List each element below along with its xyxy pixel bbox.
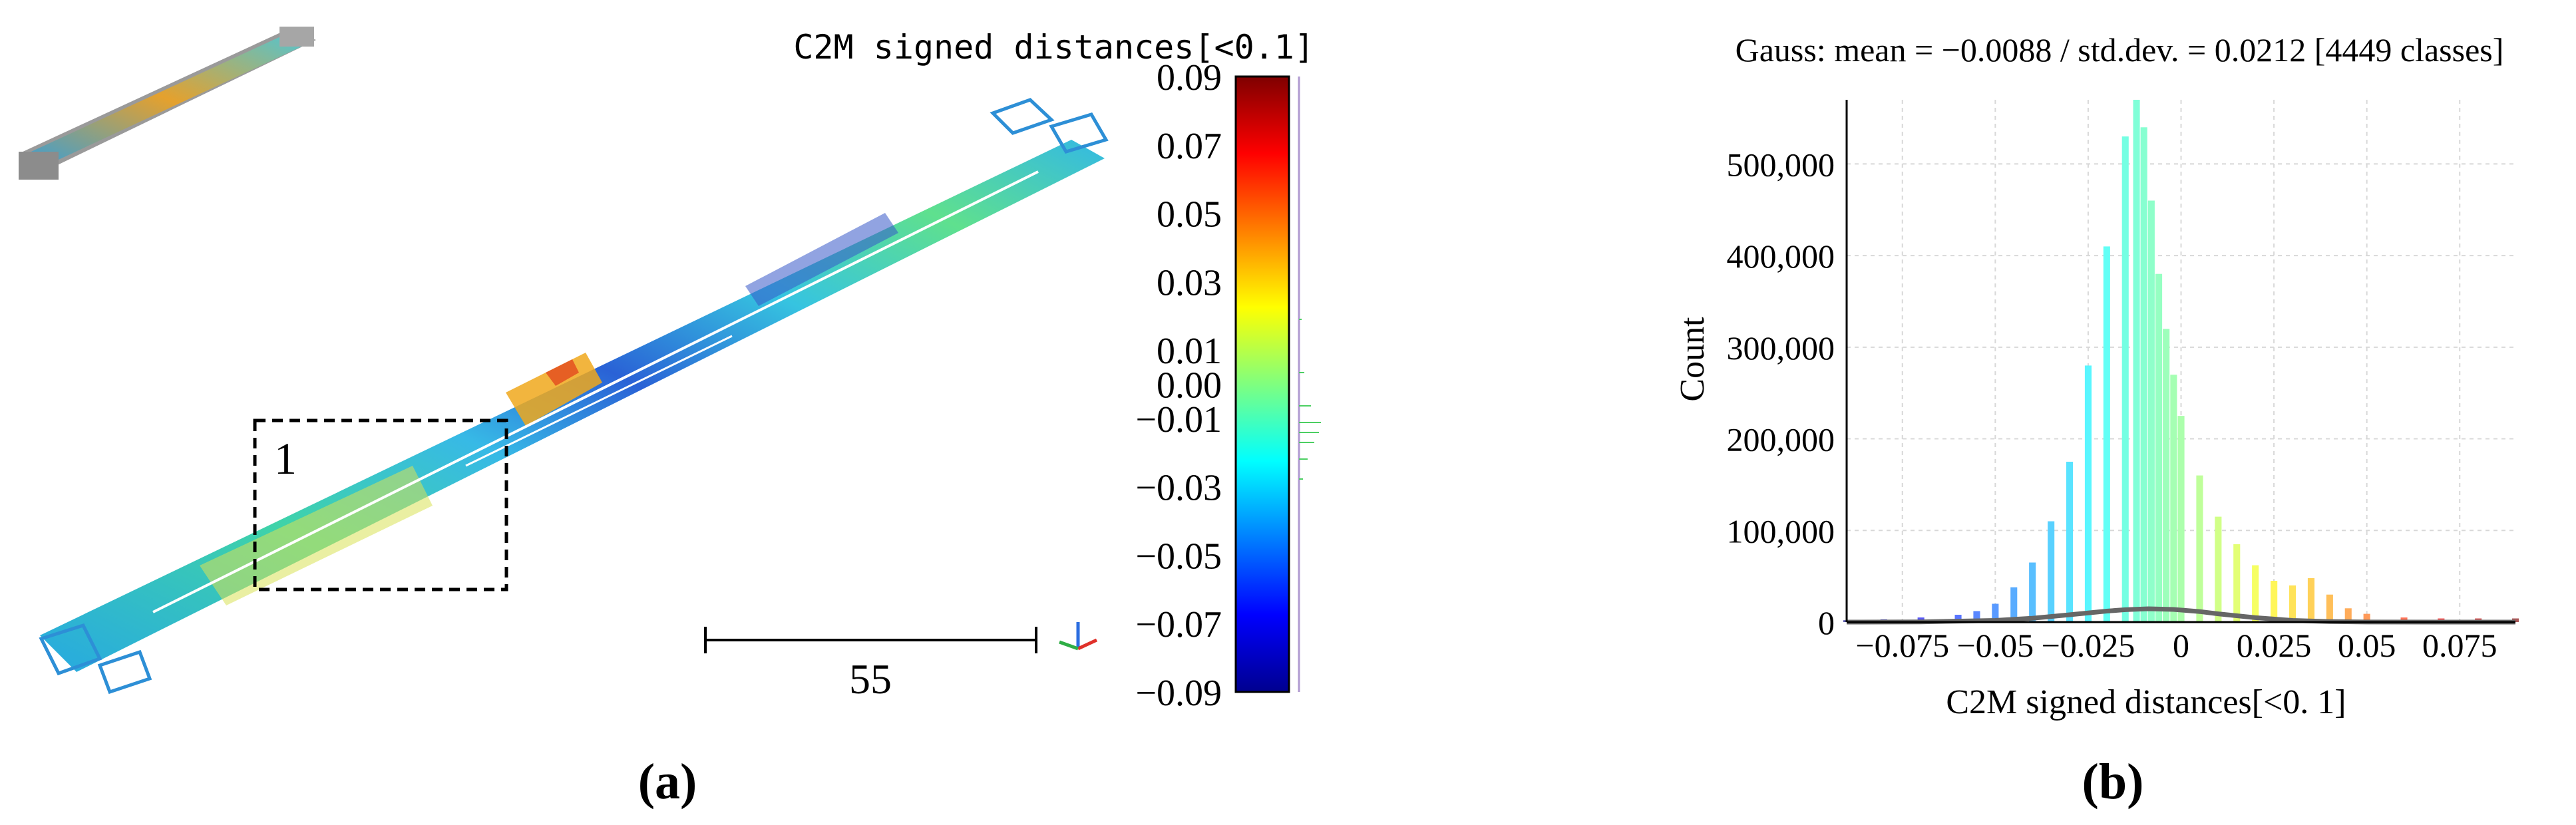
histogram-bar: [2048, 521, 2055, 622]
scale-bar-value: 55: [849, 655, 892, 703]
colorbar-tick-label: −0.03: [1135, 468, 1222, 509]
histogram-axes: [1845, 100, 2515, 623]
histogram-bar: [2344, 608, 2352, 622]
histogram-bars: [1843, 100, 2519, 623]
y-tick-label: 300,000: [1727, 329, 1835, 367]
colorbar-tick-label: 0.01: [1157, 331, 1222, 372]
colorbar: [1234, 75, 1290, 693]
scale-bar: [704, 627, 1037, 653]
histogram-bar: [2147, 200, 2155, 622]
colorbar-mini-histogram: [1299, 319, 1321, 480]
x-tick-label: −0.05: [1956, 627, 2034, 664]
histogram-bar: [2363, 613, 2370, 622]
y-axis-label: Count: [1674, 317, 1712, 402]
histogram-bar: [2140, 127, 2147, 623]
histogram-bar: [2196, 475, 2203, 622]
x-tick-label: 0.05: [2338, 627, 2396, 664]
colorbar-tick-label: 0.05: [1157, 194, 1222, 236]
histogram-bar: [2121, 136, 2129, 623]
histogram-title: Gauss: mean = −0.0088 / std.dev. = 0.021…: [1736, 31, 2504, 69]
histogram-bar: [2155, 273, 2163, 622]
region-label: 1: [274, 433, 297, 484]
histogram-bar: [2010, 587, 2018, 622]
histogram-bar: [2271, 581, 2278, 622]
histogram-bar: [2170, 375, 2177, 622]
histogram-bar: [1973, 611, 1980, 622]
panel-b: Gauss: mean = −0.0088 / std.dev. = 0.021…: [1674, 31, 2519, 810]
histogram-bar: [1992, 603, 1999, 622]
colorbar-tick-labels: 0.09 0.07 0.05 0.03 0.010.00−0.01 −0.03 −0.05 −…: [1135, 57, 1222, 714]
histogram-bar: [2233, 544, 2241, 622]
x-tick-label: 0.075: [2422, 627, 2497, 664]
y-tick-label: 200,000: [1727, 421, 1835, 458]
histogram-bar: [2066, 462, 2074, 622]
histogram-bar: [2163, 329, 2170, 622]
histogram-bar: [2252, 565, 2259, 622]
histogram-bar: [2133, 100, 2140, 622]
y-tick-labels: 0 100,000 200,000 300,000 400,000 500,000: [1727, 146, 1835, 641]
histogram-bar: [2307, 578, 2314, 622]
histogram-bar: [2177, 416, 2185, 622]
x-tick-label: 0: [2173, 627, 2189, 664]
histogram-bar: [2029, 562, 2036, 622]
point-cloud-model: [39, 98, 1109, 695]
histogram-bar: [2289, 585, 2297, 622]
histogram-bar: [2326, 594, 2333, 622]
colorbar-tick-label: 0.00: [1157, 365, 1222, 407]
colorbar-title: C2M signed distances[<0.1]: [793, 28, 1314, 67]
histogram-bar: [2215, 516, 2222, 622]
colorbar-tick-label: −0.09: [1135, 673, 1222, 714]
panel-a: 1 55 C2M signed distances[<0.1]: [19, 27, 1321, 810]
overview-thumbnail: [19, 27, 316, 180]
x-tick-labels: −0.075 −0.05 −0.025 0 0.025 0.05 0.075: [1855, 627, 2497, 664]
histogram-bar: [1954, 615, 1962, 622]
y-tick-label: 100,000: [1727, 512, 1835, 550]
x-tick-label: −0.025: [2042, 627, 2135, 664]
x-tick-label: −0.075: [1855, 627, 1949, 664]
region-box: [253, 418, 508, 591]
y-tick-label: 400,000: [1727, 238, 1835, 275]
colorbar-tick-label: −0.05: [1135, 536, 1222, 577]
histogram-bar: [2512, 618, 2519, 622]
x-tick-label: 0.025: [2237, 627, 2312, 664]
histogram-bar: [2103, 246, 2110, 622]
colorbar-tick-label: −0.07: [1135, 604, 1222, 645]
colorbar-tick-label: 0.09: [1157, 57, 1222, 98]
x-axis-label: C2M signed distances[<0. 1]: [1946, 683, 2346, 721]
colorbar-tick-label: 0.03: [1157, 262, 1222, 303]
colorbar-tick-label: −0.01: [1135, 399, 1222, 440]
panel-a-label: (a): [638, 754, 697, 810]
y-tick-label: 0: [1818, 604, 1835, 641]
histogram-bar: [2084, 365, 2092, 622]
y-tick-label: 500,000: [1727, 146, 1835, 183]
colorbar-tick-label: 0.07: [1157, 126, 1222, 167]
panel-b-label: (b): [2082, 754, 2144, 810]
axis-triad-icon: [1059, 622, 1098, 651]
